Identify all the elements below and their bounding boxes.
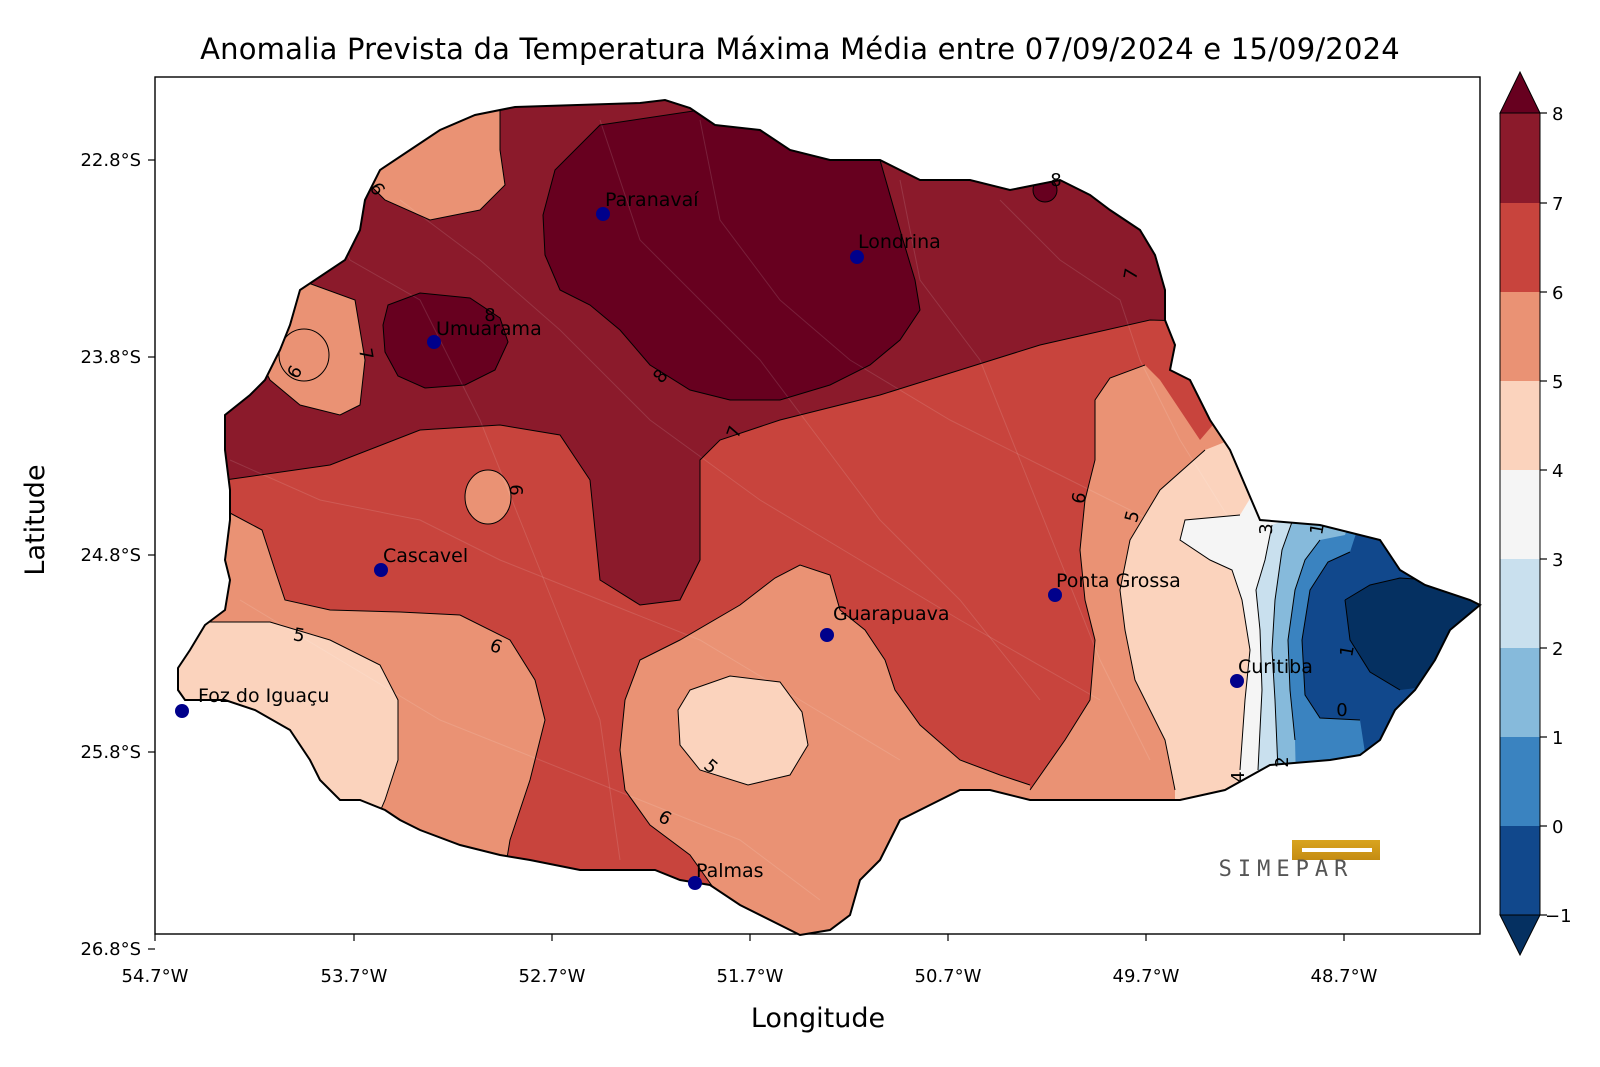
contour-label: 0 bbox=[1336, 700, 1347, 721]
contour-label: 7 bbox=[354, 347, 377, 362]
region-8plus-umuarama bbox=[383, 293, 508, 388]
colorbar-segment bbox=[1500, 559, 1540, 648]
colorbar-tick-label: 8 bbox=[1552, 104, 1563, 125]
contour-label: 6 bbox=[1068, 491, 1091, 506]
city-markers: Paranavaí Londrina Umuarama Cascavel Pon… bbox=[175, 189, 1313, 890]
city-marker-guarapuava[interactable] bbox=[820, 628, 834, 642]
x-tick-label: 48.7°W bbox=[1311, 966, 1378, 987]
x-tick-label: 53.7°W bbox=[321, 966, 388, 987]
city-label-cascavel: Cascavel bbox=[383, 545, 468, 567]
colorbar-tick-label: −1 bbox=[1545, 906, 1572, 927]
region-5-6-center-west bbox=[465, 470, 511, 524]
contour-label: 5 bbox=[291, 624, 306, 647]
city-marker-umuarama[interactable] bbox=[427, 335, 441, 349]
colorbar: 8 7 6 5 4 3 2 1 0 −1 bbox=[1499, 70, 1572, 957]
colorbar-tick-label: 0 bbox=[1552, 817, 1563, 838]
city-label-londrina: Londrina bbox=[858, 231, 941, 253]
region-4-5-central-south bbox=[678, 676, 808, 785]
colorbar-segment bbox=[1500, 113, 1540, 203]
y-tick-label: 26.8°S bbox=[80, 939, 141, 960]
colorbar-segment bbox=[1500, 381, 1540, 470]
city-marker-curitiba[interactable] bbox=[1230, 674, 1244, 688]
x-axis-label: Longitude bbox=[751, 1003, 885, 1034]
city-label-curitiba: Curitiba bbox=[1238, 656, 1313, 678]
city-label-palmas: Palmas bbox=[696, 860, 764, 882]
contour-lines bbox=[178, 100, 1480, 891]
city-marker-londrina[interactable] bbox=[850, 250, 864, 264]
contour-label: 2 bbox=[1272, 756, 1293, 767]
y-tick-label: 22.8°S bbox=[80, 150, 141, 171]
colorbar-over-arrow bbox=[1499, 70, 1541, 114]
colorbar-tick-label: 1 bbox=[1552, 728, 1563, 749]
colorbar-segment bbox=[1500, 292, 1540, 381]
city-marker-foz-do-iguacu[interactable] bbox=[175, 704, 189, 718]
colorbar-segment bbox=[1500, 737, 1540, 826]
city-label-paranavai: Paranavaí bbox=[605, 189, 699, 211]
x-tick-label: 50.7°W bbox=[915, 966, 982, 987]
colorbar-segment bbox=[1500, 648, 1540, 737]
colorbar-segment bbox=[1500, 826, 1540, 915]
y-tick-label: 23.8°S bbox=[80, 347, 141, 368]
colorbar-segment bbox=[1500, 203, 1540, 292]
colorbar-tick-label: 4 bbox=[1552, 461, 1563, 482]
x-tick-label: 51.7°W bbox=[717, 966, 784, 987]
colorbar-tick-label: 7 bbox=[1552, 194, 1563, 215]
city-marker-paranavai[interactable] bbox=[596, 207, 610, 221]
city-label-ponta-grossa: Ponta Grossa bbox=[1056, 570, 1181, 592]
x-tick-label: 52.7°W bbox=[519, 966, 586, 987]
colorbar-tick-label: 5 bbox=[1552, 372, 1563, 393]
logo-mark bbox=[1292, 840, 1380, 860]
contour-label: 3 bbox=[1256, 523, 1277, 534]
contour-label: 7 bbox=[1120, 267, 1143, 282]
colorbar-segment bbox=[1500, 470, 1540, 559]
region-8plus-north bbox=[543, 110, 920, 400]
contour-label: 8 bbox=[1050, 170, 1061, 191]
contour-label: 5 bbox=[1121, 508, 1144, 524]
map-title: Anomalia Prevista da Temperatura Máxima … bbox=[200, 32, 1400, 66]
colorbar-tick-label: 3 bbox=[1552, 550, 1563, 571]
contour-label: 4 bbox=[1228, 771, 1249, 782]
y-tick-label: 25.8°S bbox=[80, 742, 141, 763]
colorbar-tick-label: 2 bbox=[1552, 639, 1563, 660]
simepar-logo: SIMEPAR bbox=[1219, 840, 1380, 882]
y-axis: 22.8°S 23.8°S 24.8°S 25.8°S 26.8°S Latit… bbox=[20, 150, 155, 960]
y-axis-label: Latitude bbox=[20, 464, 51, 575]
y-tick-label: 24.8°S bbox=[80, 545, 141, 566]
logo-text: SIMEPAR bbox=[1219, 857, 1354, 882]
colorbar-tick-label: 6 bbox=[1552, 283, 1563, 304]
region-5-6-small bbox=[279, 329, 329, 381]
city-marker-cascavel[interactable] bbox=[374, 563, 388, 577]
contour-label: 8 bbox=[484, 305, 495, 326]
city-label-guarapuava: Guarapuava bbox=[833, 603, 950, 625]
city-marker-palmas[interactable] bbox=[688, 876, 702, 890]
contour-label: 1 bbox=[1336, 644, 1359, 659]
contour-label: 1 bbox=[1306, 522, 1329, 537]
city-label-umuarama: Umuarama bbox=[436, 318, 542, 340]
city-marker-ponta-grossa[interactable] bbox=[1048, 588, 1062, 602]
contour-label: 6 bbox=[505, 484, 526, 495]
municipal-borders bbox=[229, 119, 1231, 901]
colorbar-under-arrow bbox=[1499, 914, 1541, 957]
x-axis: 54.7°W 53.7°W 52.7°W 51.7°W 50.7°W 49.7°… bbox=[122, 934, 1378, 1034]
x-tick-label: 54.7°W bbox=[122, 966, 189, 987]
x-tick-label: 49.7°W bbox=[1113, 966, 1180, 987]
logo-mark-left bbox=[1292, 840, 1302, 860]
city-label-foz-do-iguacu: Foz do Iguaçu bbox=[198, 685, 329, 707]
